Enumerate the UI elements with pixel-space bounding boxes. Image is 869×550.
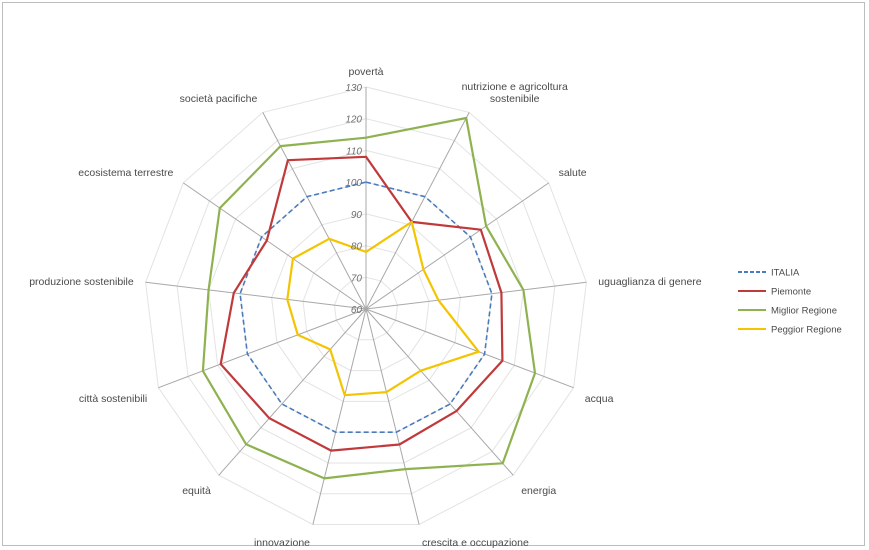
category-labels: povertà nutrizione e agricoltura sostenibi… [29,66,702,549]
radial-tick-labels: 60 70 80 90 100 110 120 130 [345,83,362,316]
category-label: nutrizione e agricoltura sostenibile [462,81,568,105]
axis-spoke-10 [145,281,367,310]
axis-spoke-3 [365,281,587,310]
axis-spoke-6 [365,308,420,525]
series-line-piemonte [219,155,504,452]
series-line-peggior-regione [286,220,480,397]
legend-label: ITALIA [771,268,800,279]
category-label: povertà [348,66,383,78]
tick-label-60: 60 [351,305,363,316]
axis-spoke-7 [312,308,367,525]
category-label: innovazione [254,537,310,549]
series-line-miglior-regione [201,116,537,480]
radar-axes [145,87,587,525]
tick-label-120: 120 [345,115,362,126]
axis-spoke-9 [158,308,367,389]
legend-label: Miglior Regione [771,306,837,317]
category-label: energia [521,485,556,497]
tick-label-80: 80 [351,242,363,253]
category-label: ecosistema terrestre [78,167,173,179]
tick-label-130: 130 [345,83,362,94]
category-label: produzione sostenibile [29,276,134,288]
category-label: acqua [585,393,614,405]
grid-ring-120 [176,118,556,495]
category-label: uguaglianza di genere [598,276,701,288]
radar-series [201,116,537,480]
category-label: città sostenibili [79,393,147,405]
grid-ring-130 [145,86,587,525]
grid-ring-70 [333,276,399,341]
category-label: società pacifiche [180,93,258,105]
tick-label-90: 90 [351,210,363,221]
grid-ring-80 [302,245,430,372]
category-label: equità [182,485,211,497]
legend-label: Piemonte [771,287,811,298]
series-line-italia [239,181,493,434]
axis-spoke-4 [365,308,574,389]
axis-spoke-11 [183,182,367,310]
legend: ITALIA Piemonte Miglior Regione Peggior Reg… [738,268,842,336]
axis-spoke-5 [365,308,514,476]
axis-spoke-8 [218,308,367,476]
axis-spoke-2 [365,182,549,310]
axis-spoke-1 [365,112,470,310]
tick-label-110: 110 [346,146,362,157]
grid-ring-90 [271,213,461,402]
grid-ring-110 [208,149,524,464]
legend-label: Peggior Regione [771,325,842,336]
category-label: salute [559,167,587,179]
category-label: crescita e occupazione [422,537,529,549]
radar-grid [145,86,587,525]
tick-label-70: 70 [351,273,363,284]
tick-label-100: 100 [345,178,362,189]
